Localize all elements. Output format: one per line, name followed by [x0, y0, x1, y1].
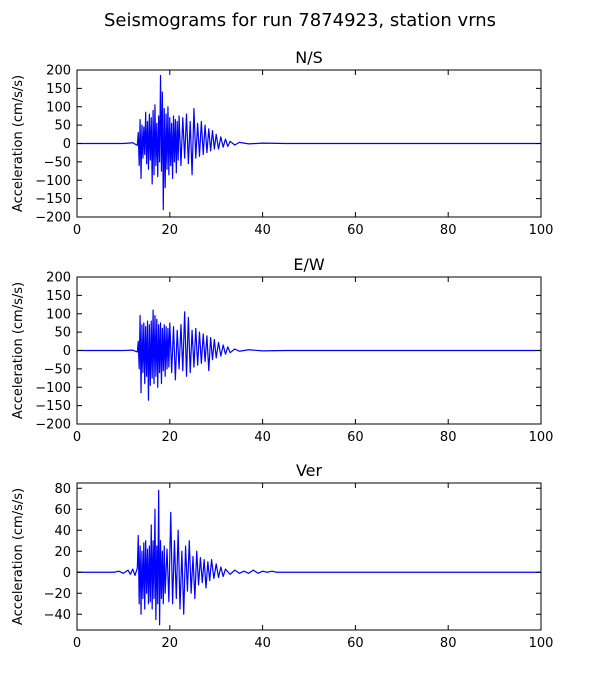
y-tick-label: 60: [54, 503, 71, 518]
x-tick-label: 0: [73, 223, 81, 238]
y-axis-label: Acceleration (cm/s/s): [11, 282, 26, 419]
x-tick-label: 20: [162, 636, 179, 651]
y-tick-label: −200: [35, 418, 71, 433]
y-tick-label: 150: [46, 289, 71, 304]
x-tick-label: 0: [73, 636, 81, 651]
subplot-1: N/S Acceleration (cm/s/s) 0 20 40 60 80 100 −200…: [11, 48, 553, 238]
y-tick-label: 50: [54, 119, 71, 134]
y-tick-label: 200: [46, 64, 71, 79]
y-axis-label: Acceleration (cm/s/s): [11, 488, 26, 625]
y-tick-label: −200: [35, 211, 71, 226]
y-tick-label: 150: [46, 82, 71, 97]
x-tick-label: 60: [347, 223, 364, 238]
subplot-title: E/W: [293, 255, 325, 274]
x-tick-label: 100: [529, 636, 554, 651]
y-axis-label: Acceleration (cm/s/s): [11, 75, 26, 212]
x-tick-label: 20: [162, 223, 179, 238]
page-title: Seismograms for run 7874923, station vrn…: [103, 10, 497, 31]
x-tick-label: 40: [254, 430, 271, 445]
x-tick-label: 60: [347, 636, 364, 651]
x-tick-label: 100: [529, 430, 554, 445]
subplot-3: Ver Acceleration (cm/s/s) 0 20 40 60 80 100 −40 −…: [11, 461, 553, 651]
y-tick-label: −150: [35, 399, 71, 414]
subplot-title: N/S: [295, 48, 323, 67]
x-tick-label: 40: [254, 636, 271, 651]
y-tick-label: −40: [44, 608, 71, 623]
series-line: [77, 309, 541, 401]
y-tick-label: 100: [46, 307, 71, 322]
x-tick-label: 100: [529, 223, 554, 238]
subplot-2: E/W Acceleration (cm/s/s) 0 20 40 60 80 100 −200…: [11, 255, 553, 445]
series-line: [77, 489, 541, 626]
x-tick-label: 80: [440, 223, 457, 238]
y-tick-label: −150: [35, 192, 71, 207]
y-tick-label: −50: [44, 155, 71, 170]
y-tick-label: −100: [35, 174, 71, 189]
y-tick-label: 20: [54, 545, 71, 560]
x-tick-label: 20: [162, 430, 179, 445]
y-tick-label: 50: [54, 326, 71, 341]
x-tick-label: 0: [73, 430, 81, 445]
x-tick-label: 40: [254, 223, 271, 238]
y-tick-label: 200: [46, 271, 71, 286]
y-tick-label: 0: [63, 566, 71, 581]
plot-frame: [76, 482, 542, 631]
x-tick-label: 80: [440, 430, 457, 445]
series-line: [77, 74, 541, 211]
y-tick-label: −100: [35, 381, 71, 396]
y-tick-label: 80: [54, 482, 71, 497]
subplot-title: Ver: [296, 461, 323, 480]
y-tick-label: −50: [44, 362, 71, 377]
y-tick-label: 100: [46, 100, 71, 115]
y-tick-label: −20: [44, 587, 71, 602]
y-tick-label: 40: [54, 524, 71, 539]
x-tick-label: 60: [347, 430, 364, 445]
y-tick-label: 0: [63, 137, 71, 152]
y-tick-label: 0: [63, 344, 71, 359]
x-tick-label: 80: [440, 636, 457, 651]
